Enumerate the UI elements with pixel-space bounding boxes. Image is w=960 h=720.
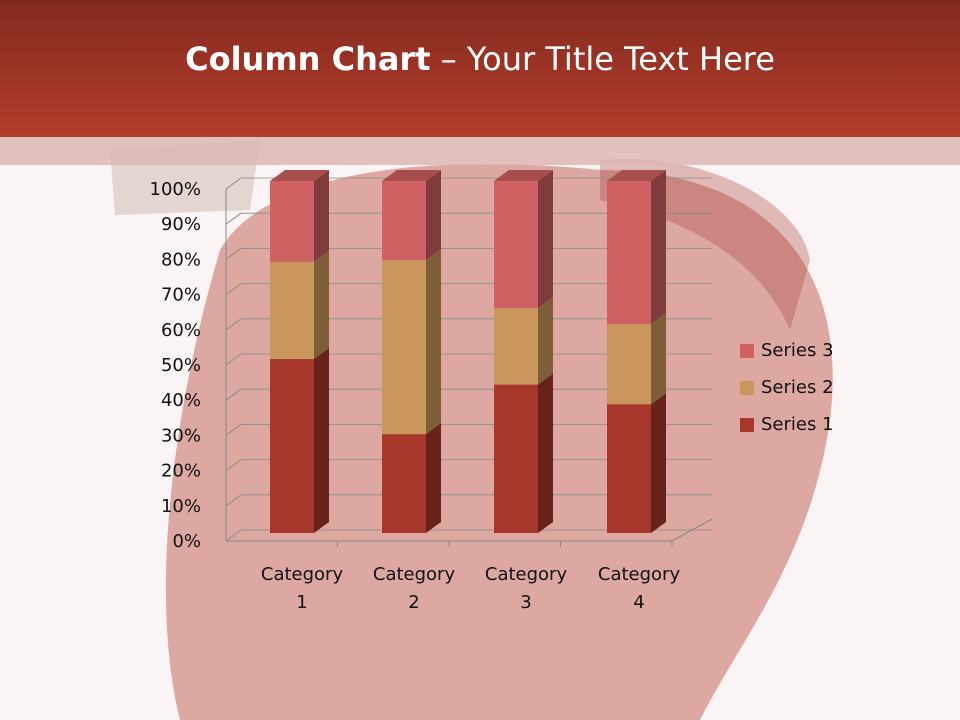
gridline-side: [225, 494, 242, 507]
y-tick-label: 10%: [161, 496, 201, 517]
y-tick-label: 40%: [161, 390, 201, 411]
bar-top: [382, 170, 441, 181]
y-tick-label: 80%: [161, 249, 201, 270]
bar-side-2: [538, 297, 553, 385]
legend-swatch: [740, 343, 754, 358]
title-bar: [0, 0, 960, 137]
x-tick-label: 2: [408, 592, 419, 613]
x-tick-label: 3: [520, 592, 531, 613]
bar-top: [494, 170, 553, 181]
y-tick-label: 30%: [161, 425, 201, 446]
title-band: [0, 137, 960, 165]
bar-side-1: [426, 423, 441, 533]
slide-title: Column Chart – Your Title Text Here: [0, 40, 960, 78]
bar-segment-series-2: [270, 261, 314, 360]
gridline-side: [225, 177, 242, 190]
y-tick-label: 60%: [161, 320, 201, 341]
bar-segment-series-3: [607, 181, 651, 325]
gridline-side: [225, 212, 242, 225]
legend-series-2: Series 2: [740, 369, 834, 406]
bar-segment-series-2: [494, 308, 538, 385]
legend-swatch: [740, 417, 754, 432]
x-tick-label: Category: [261, 564, 344, 585]
x-tick-label: 1: [296, 592, 307, 613]
y-tick-label: 90%: [161, 214, 201, 235]
bar-top: [607, 170, 666, 181]
bar-segment-series-3: [494, 181, 538, 309]
y-tick-label: 70%: [161, 285, 201, 306]
y-tick-label: 20%: [161, 461, 201, 482]
bar-side-3: [538, 170, 553, 309]
legend-swatch: [740, 380, 754, 395]
bar-side-3: [314, 170, 329, 262]
bar-segment-series-3: [270, 181, 314, 262]
bar-segment-series-3: [382, 181, 426, 261]
x-tick-label: Category: [598, 564, 681, 585]
bar-segment-series-2: [607, 324, 651, 405]
x-tick-label: Category: [373, 564, 456, 585]
bar-side-1: [314, 348, 329, 533]
legend-series-3: Series 3: [740, 332, 834, 369]
bar-side-2: [651, 313, 666, 405]
gridline-side: [225, 423, 242, 436]
gridline-side: [225, 283, 242, 296]
bar-side-3: [426, 170, 441, 261]
bar-side-2: [426, 249, 441, 435]
y-tick-label: 0%: [172, 531, 201, 552]
gridline-side: [225, 529, 242, 542]
y-tick-label: 50%: [161, 355, 201, 376]
bar-side-2: [314, 250, 329, 360]
bar-side-1: [651, 393, 666, 533]
floor-edge: [671, 518, 713, 542]
bar-segment-series-1: [270, 359, 314, 533]
gridline-side: [225, 318, 242, 331]
title-rest: – Your Title Text Here: [430, 40, 775, 78]
bar-segment-series-1: [382, 434, 426, 533]
gridline-side: [225, 388, 242, 401]
bar-segment-series-1: [607, 404, 651, 533]
title-bold: Column Chart: [185, 40, 431, 78]
bar-side-1: [538, 373, 553, 533]
x-tick-label: Category: [485, 564, 568, 585]
legend-series-1: Series 1: [740, 406, 834, 443]
x-tick-label: 4: [633, 592, 644, 613]
gridline-side: [225, 459, 242, 472]
bar-segment-series-1: [494, 384, 538, 533]
bar-segment-series-2: [382, 260, 426, 435]
y-tick-label: 100%: [150, 179, 201, 200]
gridline-side: [225, 353, 242, 366]
gridline-side: [225, 247, 242, 260]
bar-side-3: [651, 170, 666, 325]
legend: Series 3 Series 2 Series 1: [740, 332, 834, 443]
bar-top: [270, 170, 329, 181]
